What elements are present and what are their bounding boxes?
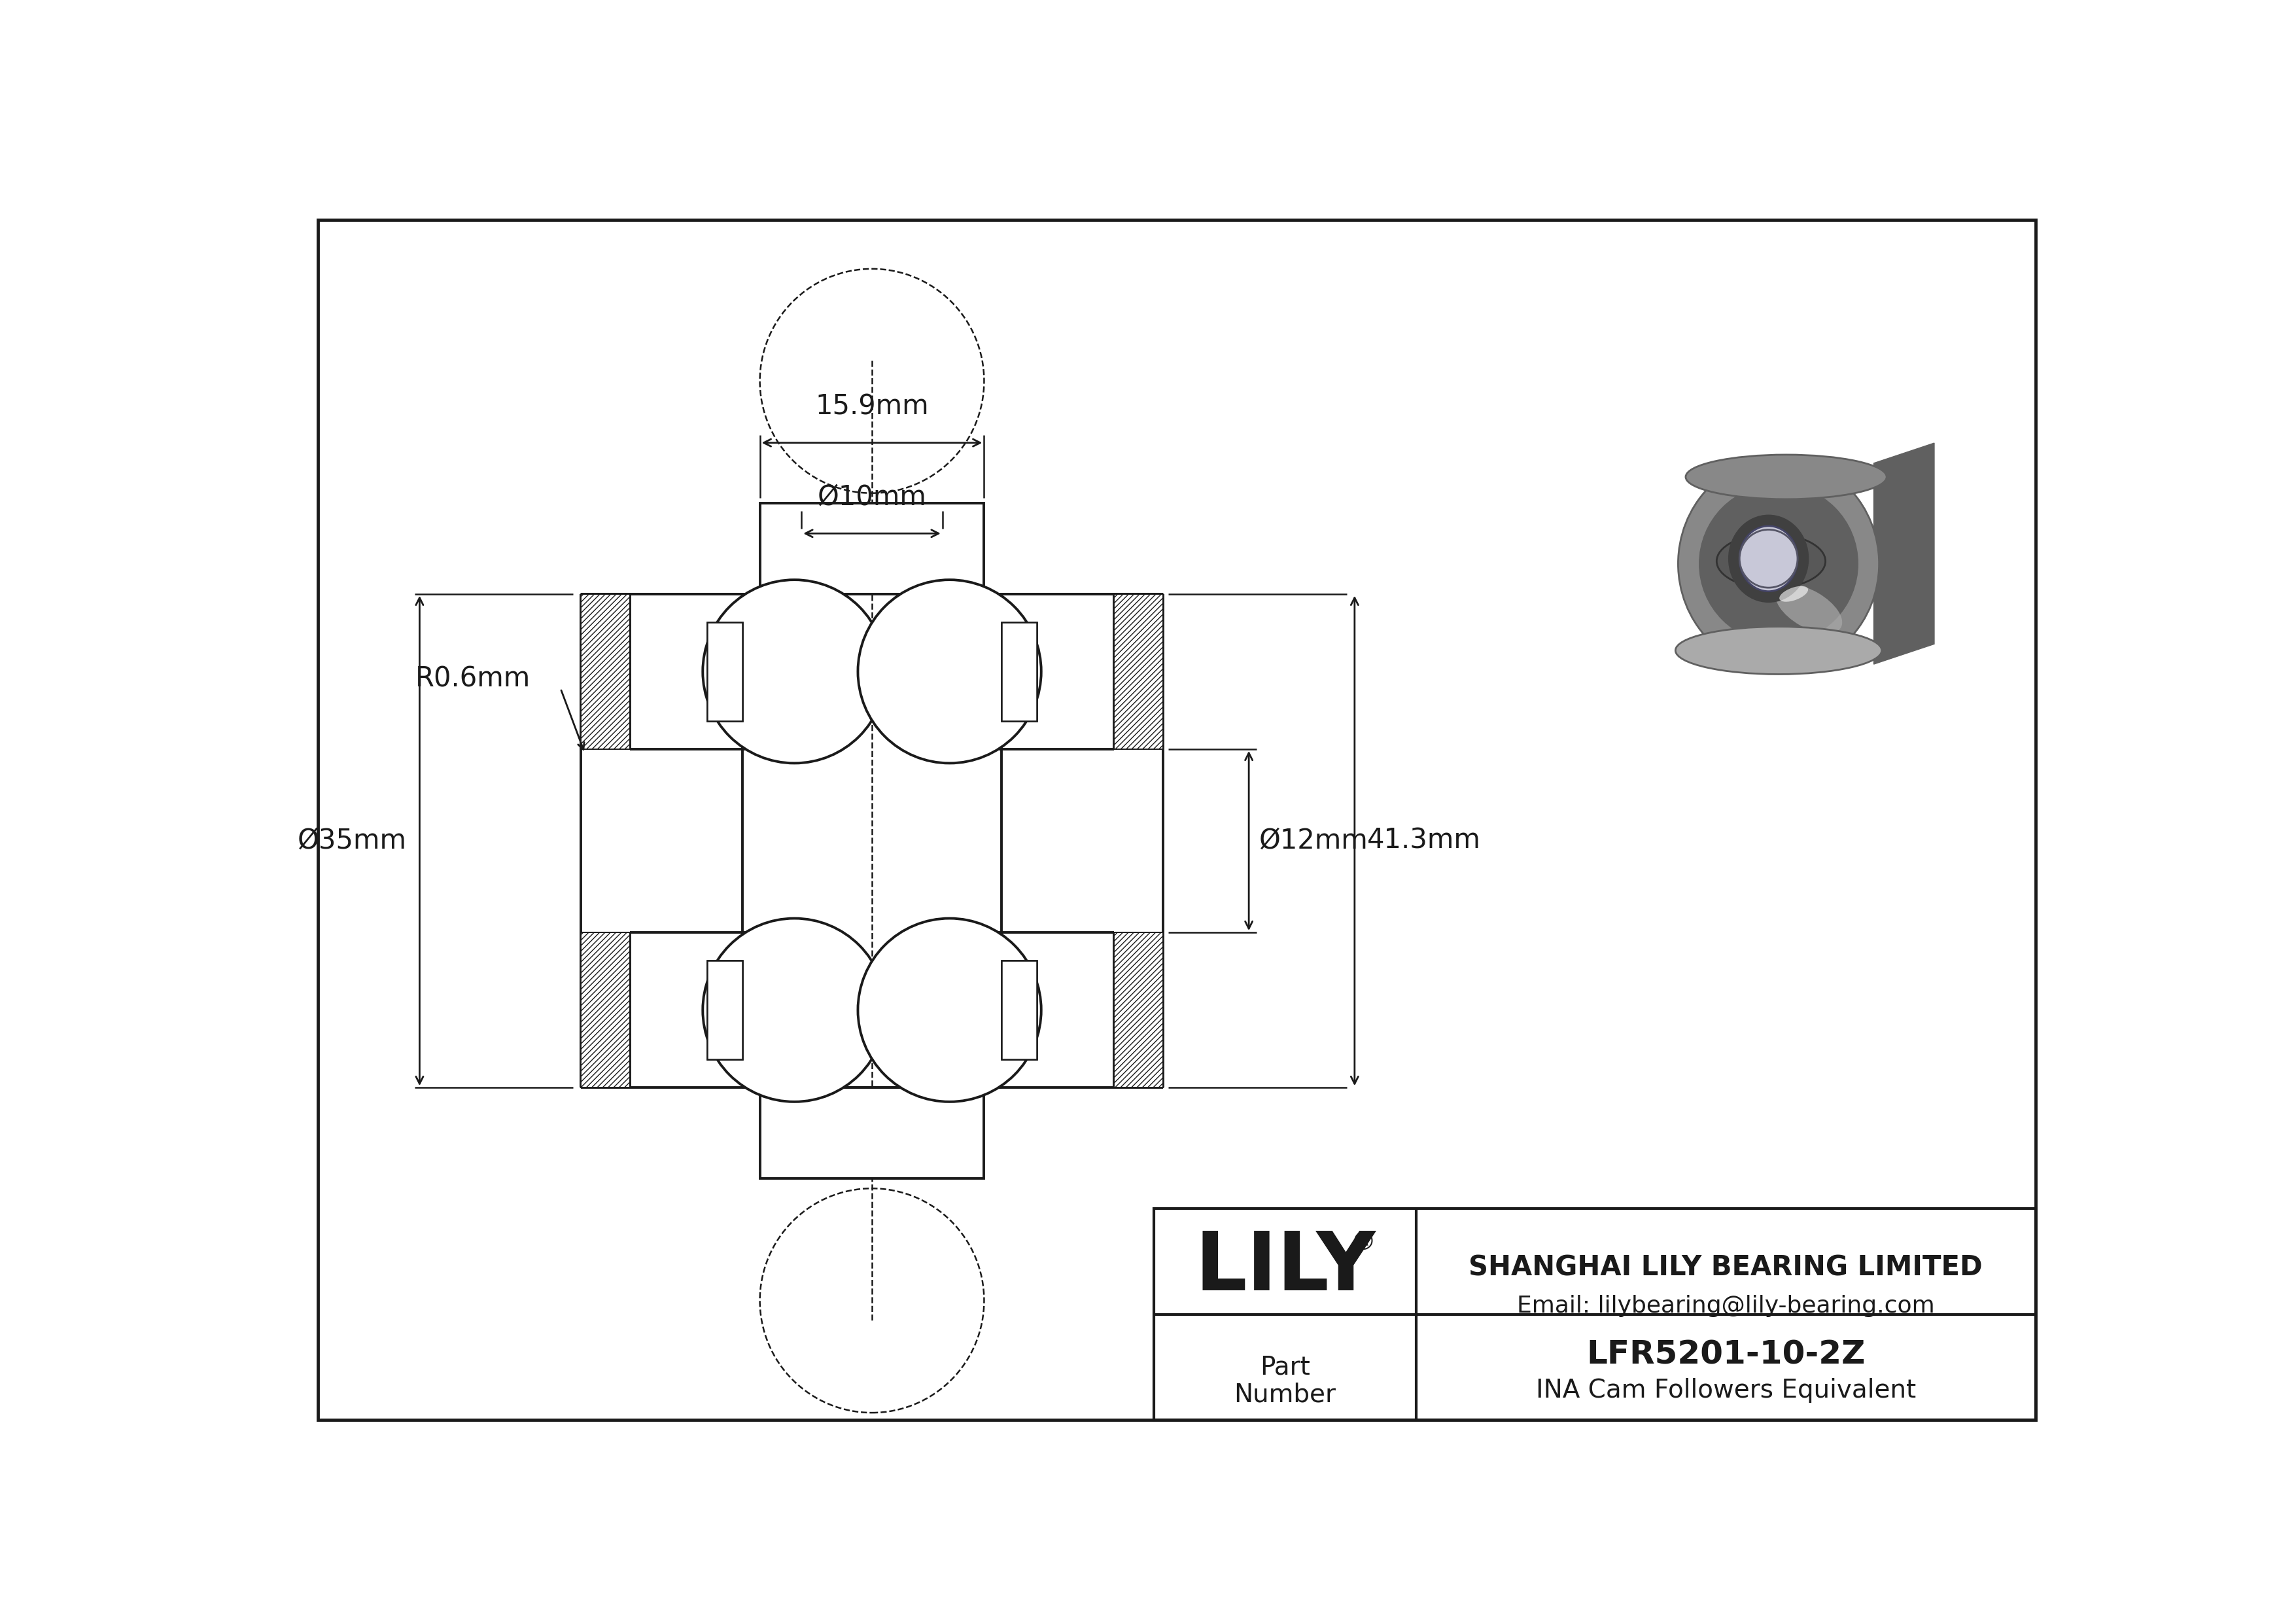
- Polygon shape: [1874, 443, 1933, 664]
- Text: LFR5201-10-2Z: LFR5201-10-2Z: [1587, 1338, 1864, 1371]
- Polygon shape: [581, 594, 629, 749]
- Polygon shape: [1114, 932, 1164, 1088]
- Text: Ø10mm: Ø10mm: [817, 484, 928, 512]
- Bar: [707, 961, 742, 1059]
- Polygon shape: [294, 195, 2062, 1445]
- Text: 41.3mm: 41.3mm: [1366, 827, 1481, 854]
- Ellipse shape: [1678, 458, 1878, 669]
- Bar: [1155, 1208, 2037, 1419]
- Text: R0.6mm: R0.6mm: [416, 664, 530, 692]
- Circle shape: [859, 580, 1040, 763]
- Text: 15.9mm: 15.9mm: [815, 393, 930, 421]
- Circle shape: [703, 918, 886, 1101]
- Bar: [1001, 622, 1038, 721]
- Ellipse shape: [1699, 484, 1857, 643]
- Text: SHANGHAI LILY BEARING LIMITED: SHANGHAI LILY BEARING LIMITED: [1469, 1254, 1984, 1281]
- Polygon shape: [742, 594, 788, 749]
- Circle shape: [760, 270, 985, 494]
- Ellipse shape: [1685, 455, 1887, 499]
- Bar: [707, 622, 742, 721]
- Polygon shape: [1114, 594, 1164, 749]
- Text: Ø35mm: Ø35mm: [298, 827, 406, 854]
- Polygon shape: [581, 932, 629, 1088]
- Ellipse shape: [1775, 585, 1841, 633]
- Bar: [1001, 961, 1038, 1059]
- Bar: [1001, 961, 1038, 1059]
- Ellipse shape: [1740, 526, 1798, 591]
- Bar: [707, 961, 742, 1059]
- Text: Email: lilybearing@lily-bearing.com: Email: lilybearing@lily-bearing.com: [1518, 1294, 1936, 1317]
- Text: Number: Number: [1233, 1382, 1336, 1408]
- Polygon shape: [957, 932, 1001, 1088]
- Text: ®: ®: [1350, 1229, 1375, 1255]
- Polygon shape: [742, 932, 788, 1088]
- Ellipse shape: [1729, 515, 1809, 603]
- Bar: [707, 622, 742, 721]
- Bar: [760, 1088, 985, 1179]
- Ellipse shape: [1740, 529, 1798, 588]
- Ellipse shape: [1717, 534, 1825, 588]
- Text: LILY: LILY: [1194, 1228, 1375, 1307]
- Text: Part: Part: [1261, 1354, 1311, 1380]
- Polygon shape: [957, 594, 1001, 749]
- Bar: [1001, 622, 1038, 721]
- Circle shape: [703, 580, 886, 763]
- Ellipse shape: [1676, 627, 1883, 674]
- Circle shape: [859, 918, 1040, 1101]
- Bar: [760, 503, 985, 594]
- Text: INA Cam Followers Equivalent: INA Cam Followers Equivalent: [1536, 1379, 1915, 1403]
- Circle shape: [760, 1189, 985, 1413]
- Ellipse shape: [1779, 586, 1807, 603]
- Text: Ø12mm: Ø12mm: [1258, 827, 1368, 854]
